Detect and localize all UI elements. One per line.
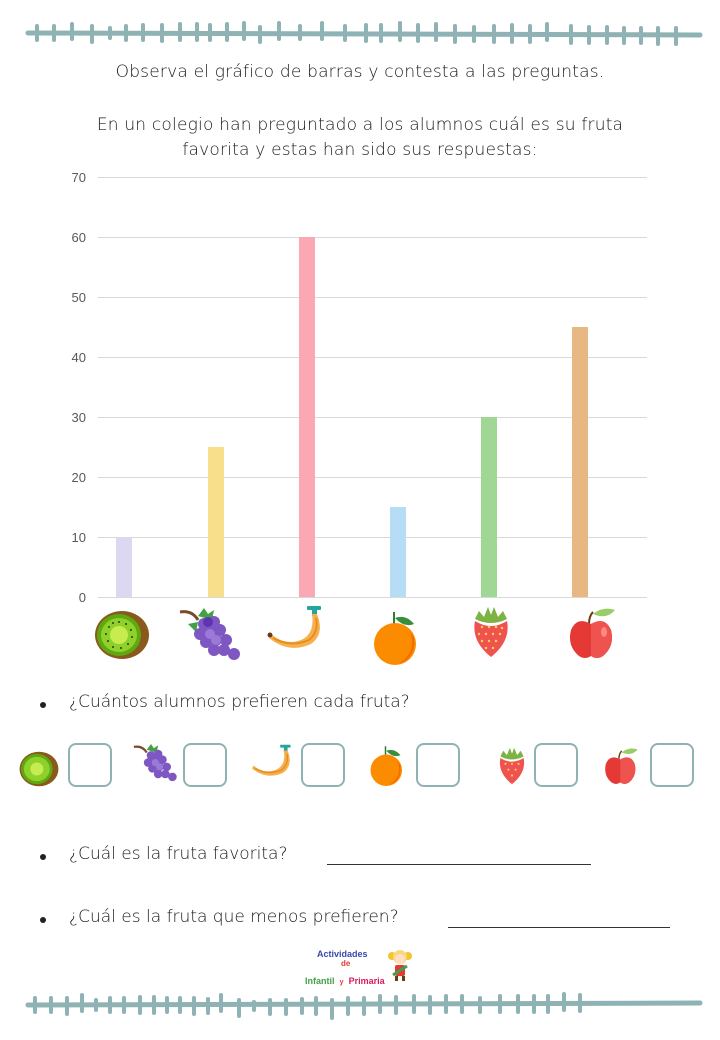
instruction-text: Observa el gráfico de barras y contesta … bbox=[115, 62, 605, 82]
answer-box-strawberry[interactable] bbox=[534, 743, 578, 787]
y-tick-label: 30 bbox=[71, 410, 86, 425]
gridline bbox=[98, 537, 647, 538]
gridline bbox=[98, 357, 647, 358]
orange-icon bbox=[374, 612, 416, 665]
answer-box-grapes[interactable] bbox=[183, 743, 227, 787]
gridline bbox=[98, 417, 647, 418]
logo-infantil: Infantil bbox=[305, 976, 335, 986]
gridline bbox=[98, 177, 647, 178]
x-axis-baseline bbox=[98, 597, 647, 598]
logo-primaria: Primaria bbox=[348, 976, 385, 986]
y-tick-label: 70 bbox=[71, 170, 86, 185]
gridline bbox=[98, 237, 647, 238]
bullet-icon bbox=[40, 854, 46, 860]
y-tick-label: 0 bbox=[78, 590, 86, 605]
question-2: ¿Cuál es la fruta favorita? bbox=[69, 844, 288, 864]
logo-line-1: Actividades bbox=[317, 949, 368, 959]
bar-uvas bbox=[208, 447, 224, 597]
bar-naranja bbox=[390, 507, 406, 597]
bullet-icon bbox=[40, 702, 46, 708]
girl-mascot-icon bbox=[388, 950, 412, 981]
gridline bbox=[98, 477, 647, 478]
banana-icon bbox=[267, 606, 321, 648]
apple-icon bbox=[605, 748, 638, 784]
logo: Actividades de Infantil y Primaria bbox=[305, 947, 415, 986]
strawberry-icon bbox=[474, 607, 508, 657]
bar-chart: 70 60 50 40 30 20 10 0 bbox=[71, 170, 647, 665]
orange-icon bbox=[370, 746, 402, 786]
kiwi-icon bbox=[19, 751, 59, 787]
answer-box-apple[interactable] bbox=[650, 743, 694, 787]
question-1: ¿Cuántos alumnos prefieren cada fruta? bbox=[69, 692, 410, 712]
top-decorative-border bbox=[25, 21, 703, 46]
logo-line-3: Infantil y Primaria bbox=[305, 969, 385, 988]
question-3: ¿Cuál es la fruta que menos prefieren? bbox=[69, 907, 399, 927]
y-tick-label: 40 bbox=[71, 350, 86, 365]
grapes-icon bbox=[133, 744, 177, 782]
bar-kiwi bbox=[116, 537, 132, 597]
kiwi-icon bbox=[95, 611, 149, 659]
strawberry-icon bbox=[499, 747, 525, 785]
grapes-icon bbox=[179, 608, 240, 660]
bottom-decorative-border bbox=[25, 992, 703, 1020]
logo-y: y bbox=[339, 979, 344, 986]
banana-icon bbox=[251, 744, 291, 776]
answer-box-banana[interactable] bbox=[301, 743, 345, 787]
bar-plátano bbox=[299, 237, 315, 597]
y-tick-label: 50 bbox=[71, 290, 86, 305]
y-tick-label: 60 bbox=[71, 230, 86, 245]
apple-icon bbox=[570, 608, 615, 658]
context-line-1: En un colegio han preguntado a los alumn… bbox=[96, 115, 624, 135]
y-tick-label: 20 bbox=[71, 470, 86, 485]
bar-fresa bbox=[481, 417, 497, 597]
answer-line-favorite[interactable] bbox=[327, 864, 591, 865]
gridline bbox=[98, 297, 647, 298]
bar-manzana bbox=[572, 327, 588, 597]
context-text: En un colegio han preguntado a los alumn… bbox=[0, 113, 720, 163]
context-line-2: favorita y estas han sido sus respuestas… bbox=[182, 140, 538, 160]
y-tick-label: 10 bbox=[71, 530, 86, 545]
answer-line-least-favorite[interactable] bbox=[448, 927, 670, 928]
bullet-icon bbox=[40, 917, 46, 923]
answer-box-kiwi[interactable] bbox=[68, 743, 112, 787]
answer-box-orange[interactable] bbox=[416, 743, 460, 787]
logo-line-2: de bbox=[341, 959, 351, 968]
